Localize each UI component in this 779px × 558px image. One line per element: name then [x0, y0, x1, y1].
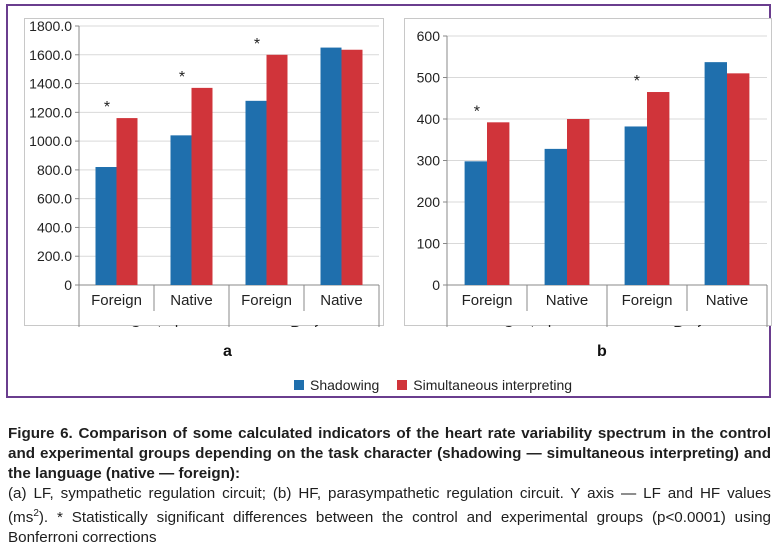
bar-shadowing	[170, 135, 192, 285]
bar-shadowing	[704, 62, 727, 285]
y-tick-label: 800.0	[37, 162, 72, 178]
y-tick-label: 1000.0	[29, 133, 72, 149]
legend: Shadowing Simultaneous interpreting	[294, 377, 572, 393]
panel-a-letter: a	[223, 343, 232, 360]
legend-swatch-shadowing	[294, 380, 304, 390]
bar-simultaneous	[341, 49, 363, 285]
significance-star: *	[104, 99, 110, 116]
significance-star: *	[474, 103, 480, 120]
y-tick-label: 1600.0	[29, 47, 72, 63]
legend-label-simultaneous: Simultaneous interpreting	[413, 377, 573, 393]
y-tick-label: 1800.0	[29, 19, 72, 34]
y-tick-label: 1200.0	[29, 104, 72, 120]
bar-shadowing	[245, 100, 267, 285]
category-label: Native	[320, 292, 363, 309]
panel-a-svg: 0 200.0 400.0 600.0 800.0 1000.0 1200.0 1400.0 1…	[29, 19, 380, 327]
significance-star: *	[179, 69, 185, 86]
y-tick-label: 600	[417, 28, 441, 44]
caption-body-prefix: (a) LF, sympathetic regulation circuit; …	[8, 485, 771, 527]
legend-item-simultaneous: Simultaneous interpreting	[397, 377, 572, 393]
bar-simultaneous	[116, 118, 138, 285]
bar-simultaneous	[191, 87, 213, 285]
y-tick-label: 100	[417, 236, 441, 252]
category-label: Foreign	[462, 292, 513, 309]
bar-shadowing	[320, 47, 342, 285]
bar-shadowing	[464, 161, 487, 285]
category-label: Foreign	[91, 292, 142, 309]
figure-caption: Figure 6. Comparison of some calculated …	[8, 424, 771, 548]
bar-simultaneous	[567, 119, 590, 285]
group-label: Control	[130, 323, 178, 327]
y-tick-label: 0	[432, 277, 440, 293]
bar-simultaneous	[266, 54, 288, 286]
legend-item-shadowing: Shadowing	[294, 377, 379, 393]
legend-swatch-simultaneous	[397, 380, 408, 390]
y-tick-label: 200	[417, 194, 441, 210]
bar-simultaneous	[647, 92, 670, 286]
y-tick-label: 200.0	[37, 248, 72, 264]
y-tick-label: 400.0	[37, 219, 72, 235]
category-label: Native	[170, 292, 213, 309]
y-tick-label: 0	[64, 277, 72, 293]
category-label: Foreign	[622, 292, 673, 309]
bar-shadowing	[95, 167, 117, 285]
legend-label-shadowing: Shadowing	[310, 377, 380, 393]
category-label: Foreign	[241, 292, 292, 309]
caption-title: Figure 6. Comparison of some calculated …	[8, 425, 771, 482]
bar-simultaneous	[727, 73, 750, 285]
y-tick-label: 400	[417, 111, 441, 127]
category-label: Native	[546, 292, 589, 309]
bar-shadowing	[544, 148, 567, 285]
category-label: Native	[706, 292, 749, 309]
bar-shadowing	[624, 126, 647, 285]
bar-simultaneous	[487, 122, 510, 285]
group-label: Prof	[290, 323, 318, 327]
y-tick-label: 600.0	[37, 191, 72, 207]
caption-sup: 2	[33, 508, 39, 519]
panel-b-svg: 0 100 200 300 400 500 600 Foreign Native Foreign N…	[417, 28, 768, 327]
panel-a-chart: 0 200.0 400.0 600.0 800.0 1000.0 1200.0 1400.0 1…	[24, 18, 384, 327]
figure-frame: 0 200.0 400.0 600.0 800.0 1000.0 1200.0 1400.0 1…	[6, 4, 772, 398]
significance-star: *	[254, 36, 260, 53]
caption-body-suffix: ). * Statistically significant differenc…	[8, 509, 771, 547]
group-label: Prof	[673, 323, 701, 327]
y-tick-label: 1400.0	[29, 76, 72, 92]
y-tick-label: 500	[417, 70, 441, 86]
caption-body: (a) LF, sympathetic regulation circuit; …	[8, 484, 771, 548]
panel-b-letter: b	[597, 343, 607, 360]
y-tick-label: 300	[417, 153, 441, 169]
group-label: Control	[503, 323, 551, 327]
significance-star: *	[634, 73, 640, 90]
panel-b-chart: 0 100 200 300 400 500 600 Foreign Native Foreign N…	[404, 18, 772, 327]
